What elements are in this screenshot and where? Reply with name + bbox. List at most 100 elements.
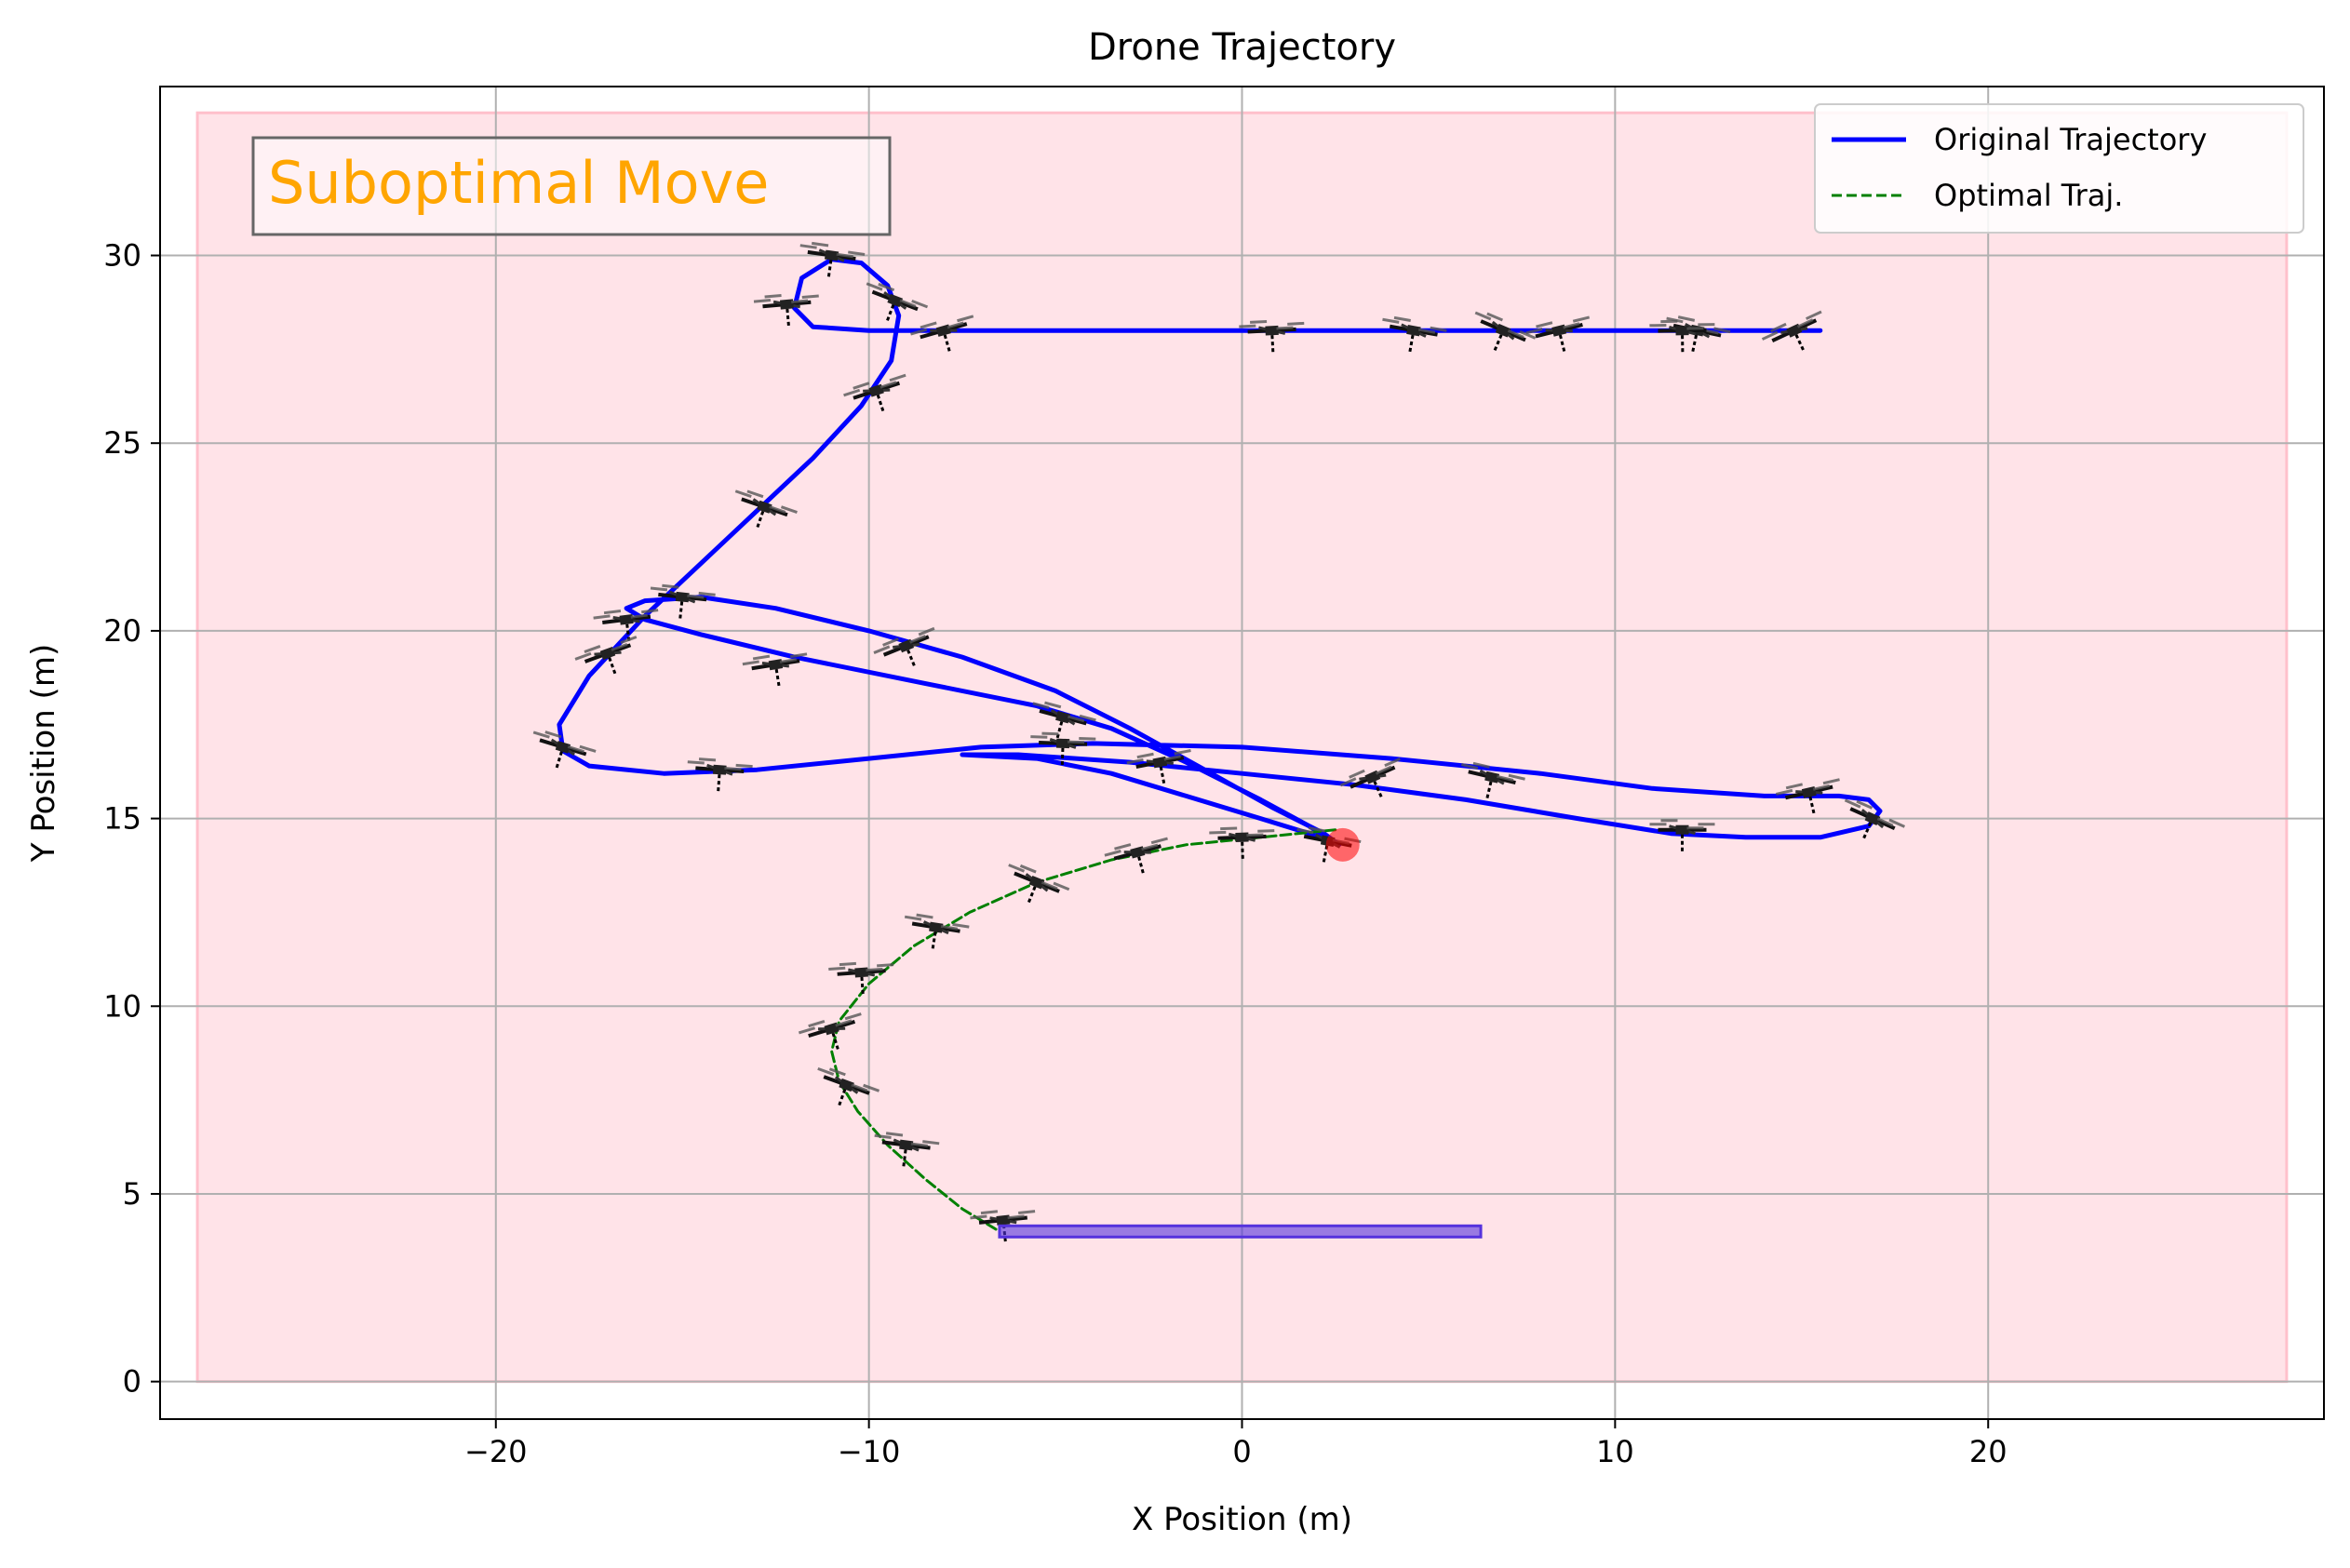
drone-body [854, 967, 868, 978]
drone-icons [532, 241, 1906, 1245]
drone-rotor [698, 591, 716, 596]
drone-rotor [584, 645, 601, 653]
drone-rotor [878, 282, 895, 292]
drone-rotor [899, 299, 917, 308]
drone-rotor [1287, 321, 1305, 326]
drone-rotor [1239, 324, 1256, 328]
drone-body [768, 659, 784, 671]
drone-rotor [940, 924, 959, 931]
drone-body [1152, 756, 1168, 769]
drone-icon [1776, 778, 1840, 817]
drone-body [996, 1214, 1011, 1226]
drone-leg [943, 334, 952, 355]
drone-body [1235, 832, 1249, 843]
drone-icon [1844, 798, 1906, 841]
drone-rotor [911, 299, 929, 309]
drone-rotor [1519, 329, 1537, 340]
drone-rotor [742, 660, 759, 666]
drone-rotor [790, 652, 808, 659]
drone-leg [1270, 335, 1275, 355]
drone-body [839, 1078, 854, 1092]
drone-rotor [764, 293, 782, 299]
drone-rotor [1068, 740, 1085, 744]
drone-icon [1008, 864, 1070, 905]
drone-rotor [1150, 837, 1168, 845]
drone-rotor [1174, 749, 1191, 756]
drone-rotor [1030, 735, 1048, 739]
drone-rotor [1525, 328, 1543, 335]
drone-rotor [920, 321, 937, 329]
grid-lines [160, 87, 2324, 1419]
drone-body [1028, 875, 1045, 890]
drone-rotor [1257, 829, 1275, 833]
drone-leg [678, 601, 684, 622]
axis-ticks: −20 −10 0 10 20 0 5 10 15 20 25 30 [103, 238, 2007, 1469]
drone-icon [817, 1066, 880, 1108]
drone-rotor [1019, 864, 1037, 874]
drone-rotor [579, 744, 597, 753]
drone-icon [1649, 319, 1715, 355]
drone-rotor [1136, 752, 1154, 759]
drone-rotor [1126, 757, 1144, 765]
drone-rotor [916, 913, 933, 919]
drone-rotor [746, 489, 764, 499]
drone-icon [843, 373, 906, 414]
drone-rotor [630, 613, 648, 619]
drone-body [868, 383, 884, 397]
drone-rotor [918, 626, 935, 637]
drone-body [1551, 324, 1567, 337]
drone-rotor [1785, 783, 1804, 790]
drone-rotor [1007, 1214, 1025, 1220]
drone-icon [1209, 826, 1275, 862]
drone-rotor [1308, 826, 1325, 833]
y-tick-label: 5 [123, 1176, 141, 1212]
x-tick-label: 0 [1232, 1434, 1251, 1469]
drone-rotor [1209, 830, 1227, 835]
drone-leg [755, 511, 765, 530]
drone-icon [1382, 315, 1447, 355]
x-tick-label: 20 [1969, 1434, 2008, 1469]
drone-rotor [734, 489, 752, 499]
drone-rotor [957, 315, 974, 323]
drone-leg [786, 308, 791, 329]
drone-leg [1137, 856, 1146, 877]
drone-rotor [1888, 818, 1906, 828]
drone-rotor [880, 381, 897, 389]
y-tick-label: 10 [103, 988, 141, 1024]
drone-rotor [1393, 315, 1411, 322]
drone-body [887, 293, 904, 308]
drone-icon [874, 1132, 940, 1170]
drone-rotor [611, 642, 628, 651]
drone-rotor [603, 609, 622, 615]
drone-rotor [853, 382, 870, 390]
drone-leg [1060, 747, 1065, 768]
drone-rotor [877, 963, 894, 968]
drone-icon [904, 913, 970, 952]
x-tick-label: −20 [464, 1434, 528, 1469]
drone-rotor [1507, 328, 1524, 339]
legend-label-optimal: Optimal Traj. [1934, 178, 2123, 213]
drone-rotor [817, 1066, 835, 1076]
drone-body [757, 500, 772, 514]
drone-icon [687, 757, 753, 795]
drone-icon [873, 626, 935, 669]
drone-body [1265, 325, 1279, 336]
drone-rotor [970, 1214, 987, 1220]
drone-rotor [593, 614, 611, 620]
drone-body [675, 591, 690, 603]
drone-leg [1407, 334, 1415, 355]
drone-rotor [1761, 330, 1779, 341]
drone-rotor [1375, 765, 1392, 775]
drone-leg [1690, 334, 1699, 355]
drone-rotor [1296, 827, 1314, 835]
drone-rotor [574, 651, 592, 661]
drone-leg [1054, 721, 1064, 742]
drone-leg [1322, 845, 1329, 865]
drone-icon [1649, 819, 1715, 854]
drone-icon [1461, 761, 1525, 801]
drone-rotor [791, 299, 809, 304]
drone-rotor [885, 1132, 904, 1137]
drone-icon [1030, 731, 1096, 768]
